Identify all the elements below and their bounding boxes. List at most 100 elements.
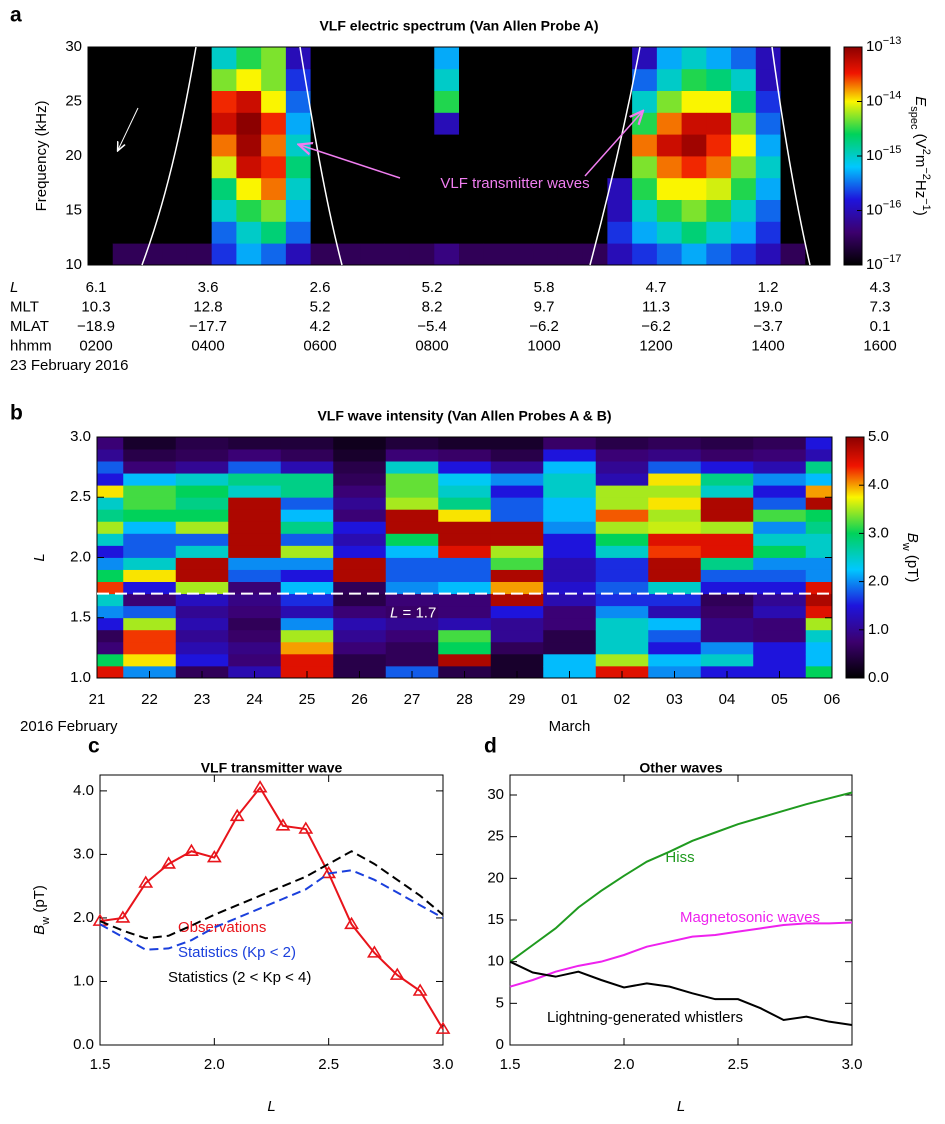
heatmap-cell (97, 437, 124, 450)
heatmap-cell (384, 199, 410, 222)
y-tick-label: 10 (65, 256, 82, 273)
heatmap-cell (805, 557, 833, 570)
series-line (509, 921, 853, 988)
heatmap-cell (731, 47, 757, 70)
marker (298, 821, 314, 834)
heatmap-cell (508, 112, 534, 135)
series-line (99, 869, 444, 951)
heatmap-cell (97, 617, 124, 631)
heatmap-cell (409, 199, 435, 222)
heatmap-cell (731, 134, 757, 157)
y-tick-label: 2.5 (70, 488, 91, 505)
marker (435, 1021, 451, 1034)
heatmap-cell (211, 177, 237, 200)
heatmap-cell (175, 653, 229, 667)
heatmap-cell (508, 134, 534, 157)
heatmap-cell (805, 665, 833, 679)
heatmap-cell (755, 68, 781, 91)
heatmap-cell (533, 156, 559, 179)
heatmap-cell (731, 177, 757, 200)
heatmap-cell (805, 533, 833, 546)
heatmap-cell (123, 485, 177, 498)
heatmap-cell (490, 581, 544, 595)
heatmap-cell (434, 47, 460, 70)
heatmap-cell (175, 509, 229, 522)
heatmap-cell (595, 641, 649, 655)
heatmap-cell (123, 497, 177, 510)
heatmap-cell (285, 177, 311, 200)
heatmap-cell (557, 156, 584, 179)
heatmap-cell (543, 473, 597, 486)
heatmap-cell (97, 569, 124, 582)
heatmap-cell (162, 221, 188, 244)
heatmap-cell (261, 156, 287, 179)
heatmap-cell (508, 243, 534, 266)
ephemeris-value: 7.3 (870, 298, 891, 315)
heatmap-cell (508, 90, 534, 113)
heatmap-cell (285, 243, 311, 266)
colorbar-label-part: B (904, 533, 921, 543)
heatmap-cell (438, 569, 492, 582)
heatmap-cell (656, 243, 682, 266)
heatmap-cell (137, 156, 163, 179)
heatmap-cell (632, 156, 658, 179)
heatmap-cell (186, 156, 213, 179)
heatmap-cell (385, 533, 439, 546)
heatmap-cell (88, 221, 114, 244)
heatmap-cell (805, 545, 833, 558)
y-tick-label: 20 (487, 869, 504, 886)
heatmap-cell (508, 221, 534, 244)
ephemeris-value: 12.8 (193, 298, 222, 315)
heatmap-cell (335, 156, 361, 179)
colorbar-tick-label-part: −14 (883, 89, 902, 101)
heatmap-cell (162, 199, 188, 222)
heatmap-cell (385, 485, 439, 498)
heatmap-cell (88, 134, 114, 157)
heatmap-cell (508, 199, 534, 222)
heatmap-cell (434, 156, 460, 179)
heatmap-cell (753, 497, 807, 510)
heatmap-cell (582, 177, 608, 200)
heatmap-cell (780, 47, 806, 70)
heatmap-cell (780, 90, 806, 113)
heatmap-cell (385, 569, 439, 582)
heatmap-cell (490, 557, 544, 570)
series-line (509, 960, 853, 1026)
heatmap-cell (123, 509, 177, 522)
ephemeris-value: −6.2 (529, 318, 559, 335)
heatmap-cell (137, 112, 163, 135)
heatmap-cell (211, 134, 237, 157)
heatmap-cell (228, 497, 282, 510)
y-tick-label: 0.0 (73, 1036, 94, 1053)
heatmap-cell (434, 90, 460, 113)
legend-entry: Statistics (2 < Kp < 4) (168, 969, 311, 986)
heatmap-cell (706, 112, 732, 135)
heatmap-cell (731, 68, 757, 91)
heatmap-cell (97, 557, 124, 570)
ephemeris-value: −3.7 (753, 318, 783, 335)
heatmap-cell (360, 68, 386, 91)
heatmap-cell (137, 47, 163, 70)
heatmap-cell (280, 497, 334, 510)
heatmap-cell (384, 156, 410, 179)
heatmap-cell (123, 521, 177, 534)
heatmap-cell (490, 497, 544, 510)
heatmap-cell (731, 90, 757, 113)
heatmap-cell (162, 47, 188, 70)
ephemeris-value: 1000 (527, 337, 560, 354)
heatmap-cell (490, 533, 544, 546)
heatmap-cell (805, 47, 831, 70)
heatmap-cell (681, 90, 707, 113)
annotation: L = 1.7 (390, 605, 436, 622)
heatmap-cell (280, 521, 334, 534)
heatmap-cell (97, 533, 124, 546)
heatmap-cell (557, 68, 584, 91)
heatmap-cell (211, 47, 237, 70)
heatmap-cell (335, 68, 361, 91)
heatmap-cell (755, 90, 781, 113)
heatmap-cell (434, 68, 460, 91)
heatmap-cell (333, 557, 387, 570)
heatmap-cell (280, 569, 334, 582)
heatmap-cell (805, 473, 833, 486)
heatmap-cell (490, 545, 544, 558)
